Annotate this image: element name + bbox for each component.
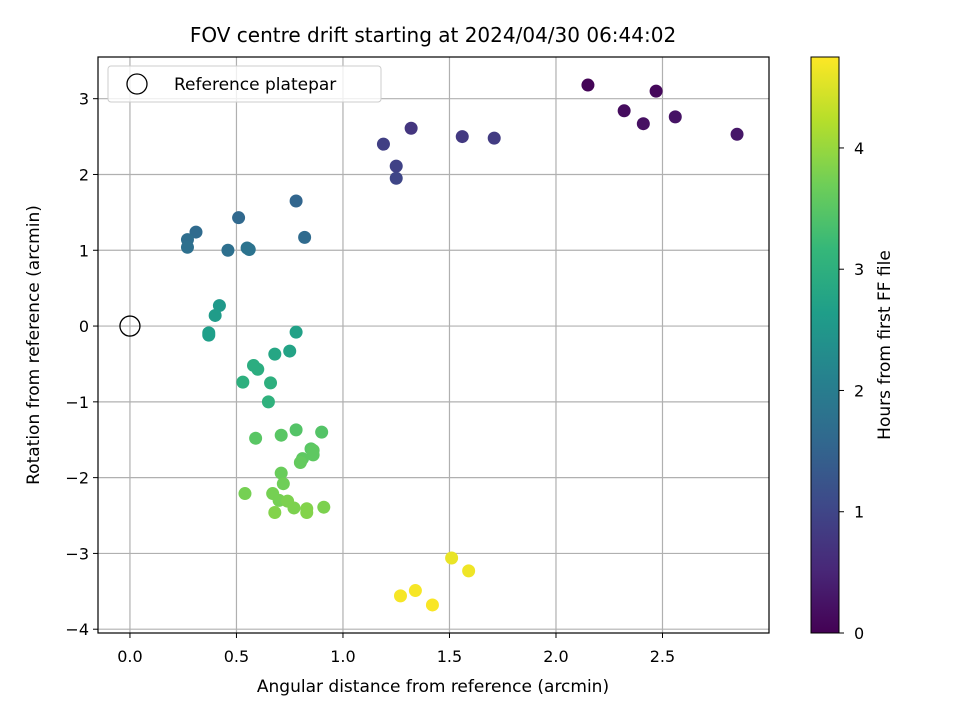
- data-point: [408, 584, 422, 598]
- data-point: [317, 500, 331, 514]
- x-tick-label: 0.0: [117, 647, 142, 666]
- data-point: [315, 425, 329, 439]
- colorbar-tick-label: 1: [854, 503, 864, 522]
- data-point: [376, 137, 390, 151]
- data-point: [389, 159, 403, 173]
- data-point: [306, 448, 320, 462]
- y-tick-label: 1: [79, 241, 89, 260]
- colorbar-label: Hours from first FF file: [875, 250, 895, 440]
- data-point: [389, 171, 403, 185]
- data-point: [293, 455, 307, 469]
- data-point: [261, 395, 275, 409]
- colorbar-tick-label: 3: [854, 260, 864, 279]
- data-point: [393, 589, 407, 603]
- y-tick-label: 2: [79, 165, 89, 184]
- data-point: [236, 375, 250, 389]
- data-point: [264, 376, 278, 390]
- chart-title: FOV centre drift starting at 2024/04/30 …: [190, 23, 676, 47]
- data-point: [487, 131, 501, 145]
- x-tick-label: 1.5: [437, 647, 462, 666]
- data-point: [298, 230, 312, 244]
- colorbar-tick-label: 2: [854, 381, 864, 400]
- data-point: [425, 598, 439, 612]
- y-tick-label: −2: [65, 469, 89, 488]
- data-point: [581, 78, 595, 92]
- y-tick-label: −1: [65, 393, 89, 412]
- data-point: [274, 428, 288, 442]
- plot-background: [98, 57, 769, 633]
- data-point: [455, 130, 469, 144]
- y-axis-ticks: 3 2 1 0 −1 −2 −3 −4: [65, 90, 98, 639]
- y-axis-label: Rotation from reference (arcmin): [24, 205, 44, 485]
- x-tick-label: 0.5: [224, 647, 249, 666]
- x-axis-ticks: 0.0 0.5 1.0 1.5 2.0 2.5: [117, 633, 675, 666]
- x-axis-label: Angular distance from reference (arcmin): [257, 677, 609, 697]
- data-point: [221, 243, 235, 257]
- legend-box: [107, 65, 382, 103]
- data-point: [274, 466, 288, 480]
- data-point: [462, 564, 476, 578]
- data-point: [668, 110, 682, 124]
- data-point: [649, 84, 663, 98]
- legend: Reference platepar: [107, 65, 382, 103]
- data-point: [617, 104, 631, 118]
- y-tick-label: −3: [65, 544, 89, 563]
- data-point: [212, 299, 226, 313]
- data-point: [242, 243, 256, 257]
- y-tick-label: 3: [79, 90, 89, 109]
- colorbar-tick-label: 4: [854, 139, 864, 158]
- reference-point: [119, 315, 141, 337]
- data-point: [202, 328, 216, 342]
- data-point: [268, 347, 282, 361]
- y-tick-label: −4: [65, 620, 89, 639]
- data-point: [189, 225, 203, 239]
- data-point: [300, 505, 314, 519]
- data-point: [730, 127, 744, 141]
- data-point: [287, 501, 301, 515]
- x-tick-label: 2.5: [650, 647, 675, 666]
- data-point: [636, 117, 650, 131]
- data-point: [232, 211, 246, 225]
- colorbar-tick-label: 0: [854, 624, 864, 643]
- data-point: [268, 505, 282, 519]
- data-point: [289, 423, 303, 437]
- data-point: [251, 362, 265, 376]
- data-point: [289, 194, 303, 208]
- grid-lines: [98, 57, 769, 633]
- data-point: [208, 308, 222, 322]
- x-tick-label: 2.0: [543, 647, 568, 666]
- legend-label: Reference platepar: [174, 75, 336, 95]
- data-point: [404, 121, 418, 135]
- data-point: [283, 344, 297, 358]
- legend-marker-open-circle: [126, 73, 148, 95]
- data-point: [445, 551, 459, 565]
- plot-area: 0.0 0.5 1.0 1.5 2.0 2.5 3 2 1 0 −1 −2 −3 −4: [65, 56, 770, 666]
- colorbar-gradient: [810, 56, 840, 634]
- data-point: [238, 487, 252, 501]
- data-point: [276, 477, 290, 491]
- data-point: [180, 240, 194, 254]
- colorbar-ticks: 0 1 2 3 4: [839, 139, 864, 643]
- reference-platepar-marker: [119, 315, 141, 337]
- x-tick-label: 1.0: [330, 647, 355, 666]
- data-point: [249, 431, 263, 445]
- data-point: [289, 325, 303, 339]
- colorbar: 0 1 2 3 4 Hours from first FF file: [810, 56, 895, 643]
- plot-frame: [97, 56, 770, 634]
- data-points: [180, 78, 744, 612]
- y-tick-label: 0: [79, 317, 89, 336]
